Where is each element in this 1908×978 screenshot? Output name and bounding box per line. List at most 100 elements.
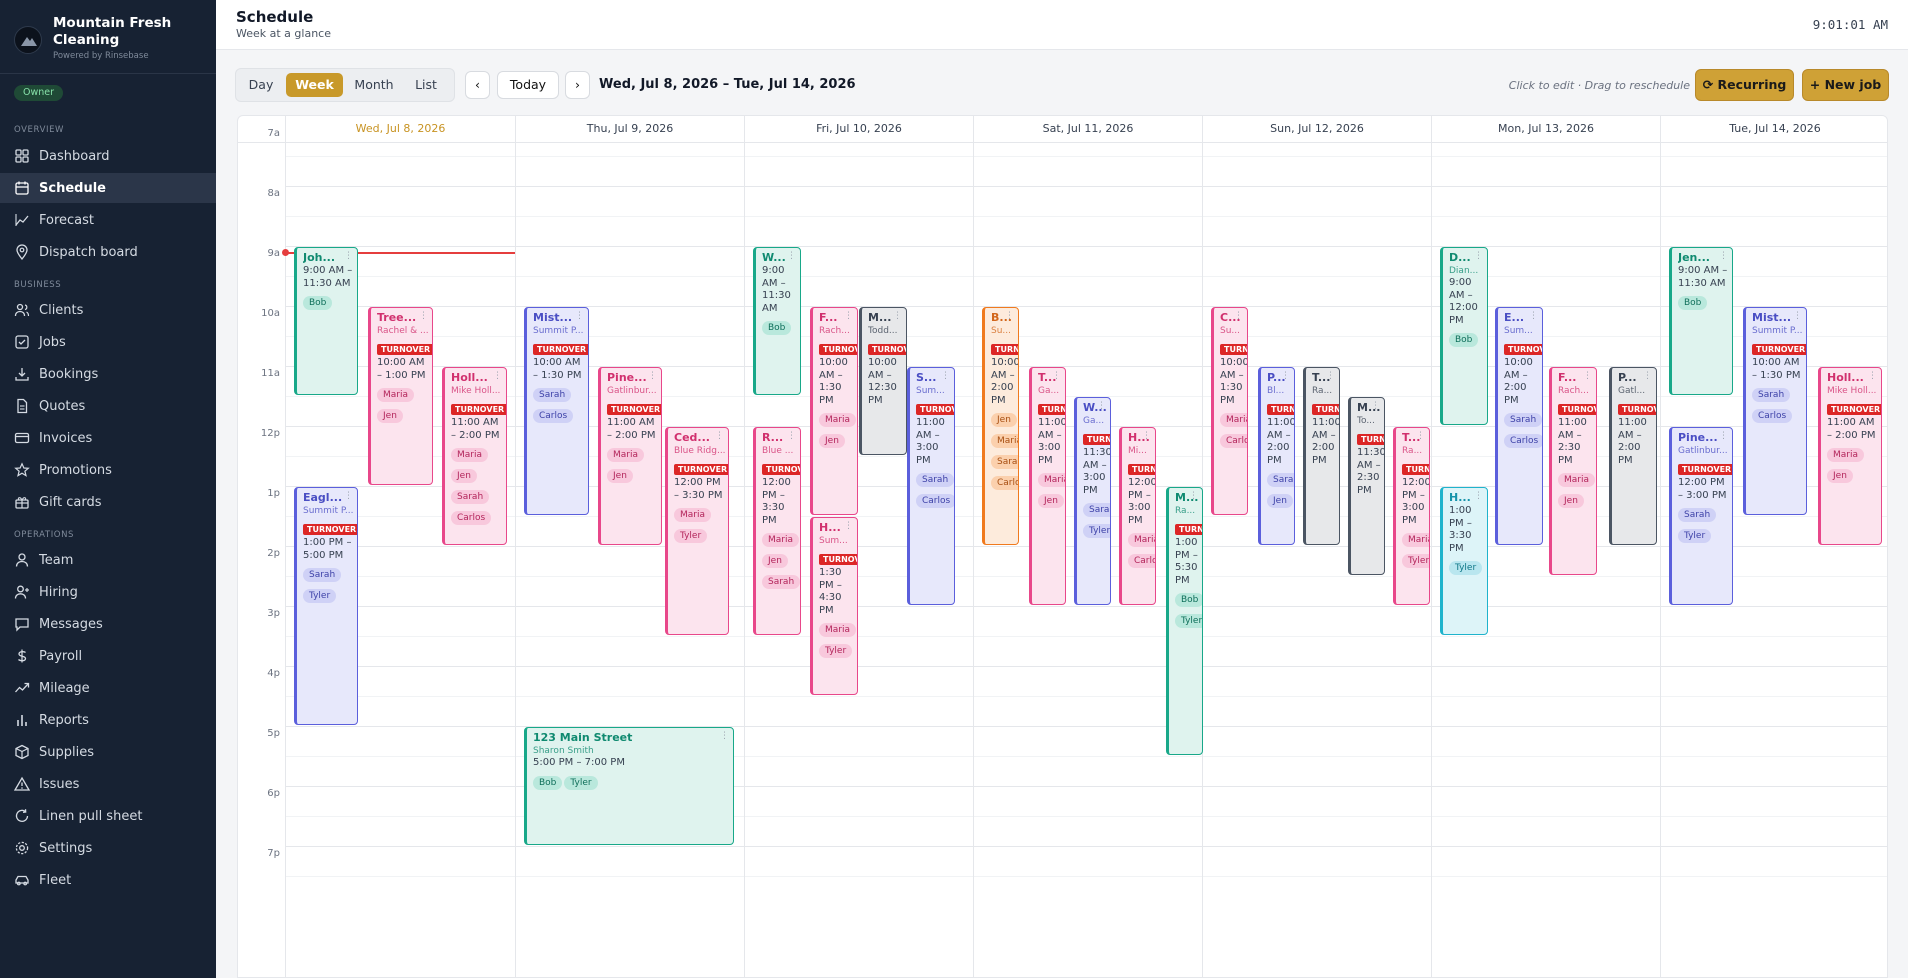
- recurring-button[interactable]: ⟳ Recurring: [1695, 69, 1794, 101]
- drag-handle-icon[interactable]: ⋮: [1793, 311, 1802, 321]
- calendar-event[interactable]: Holl... ⋮ Mike Holl... TURNOVER 11:00 AM – 2…: [1818, 367, 1882, 545]
- sidebar-item-team[interactable]: Team: [0, 545, 216, 575]
- drag-handle-icon[interactable]: ⋮: [344, 491, 353, 501]
- drag-handle-icon[interactable]: ⋮: [1529, 311, 1538, 321]
- sidebar-item-fleet[interactable]: Fleet: [0, 865, 216, 895]
- view-month-button[interactable]: Month: [354, 77, 394, 92]
- sidebar-item-issues[interactable]: Issues: [0, 769, 216, 799]
- sidebar-item-dashboard[interactable]: Dashboard: [0, 141, 216, 171]
- drag-handle-icon[interactable]: ⋮: [1052, 371, 1061, 381]
- drag-handle-icon[interactable]: ⋮: [787, 431, 796, 441]
- sidebar-item-jobs[interactable]: Jobs: [0, 327, 216, 357]
- drag-handle-icon[interactable]: ⋮: [941, 371, 950, 381]
- drag-handle-icon[interactable]: ⋮: [1234, 311, 1243, 321]
- sidebar-item-payroll[interactable]: Payroll: [0, 641, 216, 671]
- sidebar-item-settings[interactable]: Settings: [0, 833, 216, 863]
- calendar-event[interactable]: H... ⋮ 1:00 PM – 3:30 PM Tyler: [1440, 487, 1488, 635]
- drag-handle-icon[interactable]: ⋮: [1371, 401, 1380, 411]
- drag-handle-icon[interactable]: ⋮: [1326, 371, 1335, 381]
- prev-week-button[interactable]: ‹: [465, 71, 490, 99]
- calendar-event[interactable]: B...⋮ Su... TURNOVER 10:00 AM – 2:00 PM Jen M…: [982, 307, 1019, 545]
- sidebar-item-invoices[interactable]: Invoices: [0, 423, 216, 453]
- drag-handle-icon[interactable]: ⋮: [720, 731, 729, 741]
- calendar-event[interactable]: M...⋮ To... TURNOVER 11:30 AM – 2:30 PM: [1348, 397, 1385, 575]
- sidebar-item-forecast[interactable]: Forecast: [0, 205, 216, 235]
- drag-handle-icon[interactable]: ⋮: [1005, 311, 1014, 321]
- drag-handle-icon[interactable]: ⋮: [1719, 251, 1728, 261]
- sidebar-item-schedule[interactable]: Schedule: [0, 173, 216, 203]
- calendar-event[interactable]: Joh... ⋮ 9:00 AM – 11:30 AM Bob: [294, 247, 358, 395]
- view-day-button[interactable]: Day: [248, 77, 274, 92]
- drag-handle-icon[interactable]: ⋮: [715, 431, 724, 441]
- drag-handle-icon[interactable]: ⋮: [1868, 371, 1877, 381]
- drag-handle-icon[interactable]: ⋮: [1281, 371, 1290, 381]
- new-job-button[interactable]: + New job: [1802, 69, 1889, 101]
- sidebar-item-clients[interactable]: Clients: [0, 295, 216, 325]
- sidebar-item-messages[interactable]: Messages: [0, 609, 216, 639]
- sidebar-item-mileage[interactable]: Mileage: [0, 673, 216, 703]
- drag-handle-icon[interactable]: ⋮: [1474, 251, 1483, 261]
- sidebar-item-gift-cards[interactable]: Gift cards: [0, 487, 216, 517]
- sidebar-item-bookings[interactable]: Bookings: [0, 359, 216, 389]
- drag-handle-icon[interactable]: ⋮: [1416, 431, 1425, 441]
- calendar-event[interactable]: Jen... ⋮ 9:00 AM – 11:30 AM Bob: [1669, 247, 1733, 395]
- calendar-event[interactable]: W... ⋮ 9:00 AM – 11:30 AM Bob: [753, 247, 801, 395]
- sidebar-item-reports[interactable]: Reports: [0, 705, 216, 735]
- drag-handle-icon[interactable]: ⋮: [1643, 371, 1652, 381]
- today-button[interactable]: Today: [497, 71, 559, 99]
- calendar-event[interactable]: Eagl... ⋮ Summit P... TURNOVER 1:00 PM – 5:0…: [294, 487, 358, 725]
- sidebar-item-hiring[interactable]: Hiring: [0, 577, 216, 607]
- calendar-event[interactable]: Holl... ⋮ Mike Holl... TURNOVER 11:00 AM – 2…: [442, 367, 507, 545]
- calendar-event[interactable]: 123 Main Street ⋮ Sharon Smith 5:00 PM – 7:…: [524, 727, 734, 845]
- sidebar-item-promotions[interactable]: Promotions: [0, 455, 216, 485]
- view-week-button[interactable]: Week: [286, 73, 343, 97]
- sidebar-item-supplies[interactable]: Supplies: [0, 737, 216, 767]
- drag-handle-icon[interactable]: ⋮: [344, 251, 353, 261]
- card-icon: [14, 430, 30, 446]
- sidebar-item-label: Linen pull sheet: [39, 808, 143, 824]
- sidebar-item-dispatch-board[interactable]: Dispatch board: [0, 237, 216, 267]
- calendar-event[interactable]: Tree... ⋮ Rachel & ... TURNOVER 10:00 AM – 1…: [368, 307, 433, 485]
- drag-handle-icon[interactable]: ⋮: [575, 311, 584, 321]
- drag-handle-icon[interactable]: ⋮: [844, 521, 853, 531]
- drag-handle-icon[interactable]: ⋮: [419, 311, 428, 321]
- sidebar-item-linen-pull-sheet[interactable]: Linen pull sheet: [0, 801, 216, 831]
- drag-handle-icon[interactable]: ⋮: [1719, 431, 1728, 441]
- calendar-event[interactable]: Mist... ⋮ Summit P... TURNOVER 10:00 AM – 1:…: [1743, 307, 1807, 515]
- calendar-event[interactable]: M...⋮ Ra... TURNOVER 1:00 PM – 5:30 PM Bob Ty…: [1166, 487, 1203, 755]
- drag-handle-icon[interactable]: ⋮: [1583, 371, 1592, 381]
- drag-handle-icon[interactable]: ⋮: [787, 251, 796, 261]
- calendar-event[interactable]: P... ⋮ Gatl... TURNOVER 11:00 AM – 2:00 PM: [1609, 367, 1657, 545]
- calendar-event[interactable]: M...⋮ Todd... TURNOVER 10:00 AM – 12:30 PM: [859, 307, 907, 455]
- calendar-event[interactable]: D... ⋮ Dian... 9:00 AM – 12:00 PM Bob: [1440, 247, 1488, 425]
- drag-handle-icon[interactable]: ⋮: [1189, 491, 1198, 501]
- sidebar-item-quotes[interactable]: Quotes: [0, 391, 216, 421]
- drag-handle-icon[interactable]: ⋮: [844, 311, 853, 321]
- calendar-event[interactable]: Pine... ⋮ Gatlinbur... TURNOVER 11:00 AM – 2…: [598, 367, 662, 545]
- turnover-badge: TURNOVER: [533, 344, 588, 355]
- view-list-button[interactable]: List: [415, 77, 437, 92]
- calendar-event[interactable]: T...⋮ Ra... TURNOVER 11:00 AM – 2:00 PM: [1303, 367, 1340, 545]
- calendar-event[interactable]: Mist... ⋮ Summit P... TURNOVER 10:00 AM – 1:…: [524, 307, 589, 515]
- drag-handle-icon[interactable]: ⋮: [893, 311, 902, 321]
- next-week-button[interactable]: ›: [565, 71, 590, 99]
- drag-handle-icon[interactable]: ⋮: [1142, 431, 1151, 441]
- drag-handle-icon[interactable]: ⋮: [1097, 401, 1106, 411]
- drag-handle-icon[interactable]: ⋮: [648, 371, 657, 381]
- drag-handle-icon[interactable]: ⋮: [493, 371, 502, 381]
- drag-handle-icon[interactable]: ⋮: [1474, 491, 1483, 501]
- calendar-event[interactable]: Pine... ⋮ Gatlinbur... TURNOVER 12:00 PM – 3…: [1669, 427, 1733, 605]
- calendar-event[interactable]: Ced... ⋮ Blue Ridg... TURNOVER 12:00 PM – 3:…: [665, 427, 729, 635]
